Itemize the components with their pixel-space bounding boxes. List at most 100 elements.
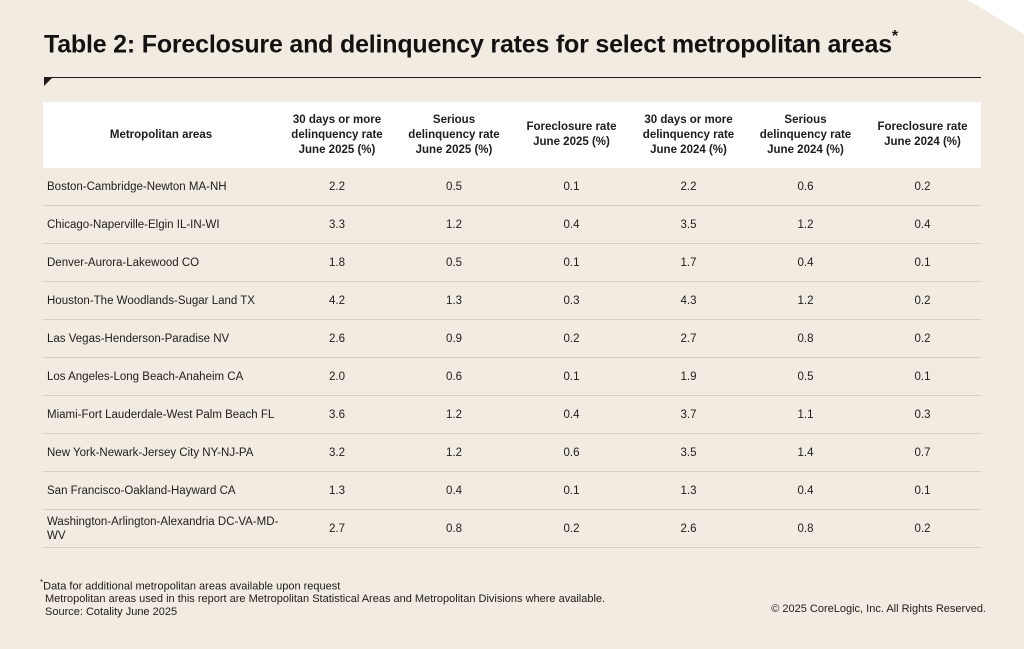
column-header: Serious delinquency rate June 2025 (%) [395, 102, 513, 168]
rate-cell: 3.6 [279, 395, 395, 434]
metro-area-cell: Los Angeles-Long Beach-Anaheim CA [43, 357, 279, 396]
rate-cell: 2.7 [279, 509, 395, 548]
rate-cell: 0.6 [395, 357, 513, 396]
rate-cell: 3.7 [630, 395, 747, 434]
metro-area-cell: Miami-Fort Lauderdale-West Palm Beach FL [43, 395, 279, 434]
column-header: 30 days or more delinquency rate June 20… [279, 102, 395, 168]
table-body: Boston-Cambridge-Newton MA-NH 2.2 0.5 0.1 2.… [43, 168, 981, 548]
rate-cell: 0.6 [513, 433, 630, 472]
rate-cell: 0.8 [747, 509, 864, 548]
metro-area-cell: San Francisco-Oakland-Hayward CA [43, 471, 279, 510]
rate-cell: 3.3 [279, 205, 395, 244]
rate-cell: 2.2 [630, 168, 747, 206]
column-header: Metropolitan areas [43, 102, 279, 168]
metro-area-cell: New York-Newark-Jersey City NY-NJ-PA [43, 433, 279, 472]
rate-cell: 0.1 [513, 357, 630, 396]
rate-cell: 0.1 [864, 471, 981, 510]
rate-cell: 0.1 [864, 243, 981, 282]
rate-cell: 3.2 [279, 433, 395, 472]
rate-cell: 0.3 [864, 395, 981, 434]
title-footnote-marker: * [891, 28, 898, 45]
table-row: Washington-Arlington-Alexandria DC-VA-MD… [43, 509, 981, 548]
rate-cell: 0.2 [864, 509, 981, 548]
rate-cell: 0.1 [513, 168, 630, 206]
rate-cell: 0.2 [864, 168, 981, 206]
metro-area-cell: Houston-The Woodlands-Sugar Land TX [43, 281, 279, 320]
footnote-source: Source: Cotality June 2025 [45, 605, 178, 618]
rate-cell: 1.3 [630, 471, 747, 510]
rate-cell: 0.6 [747, 168, 864, 206]
rate-cell: 0.2 [864, 281, 981, 320]
page-corner-decoration [968, 0, 1024, 34]
metro-area-cell: Las Vegas-Henderson-Paradise NV [43, 319, 279, 358]
column-header: Foreclosure rate June 2024 (%) [864, 102, 981, 168]
rate-cell: 1.2 [747, 281, 864, 320]
rate-cell: 4.3 [630, 281, 747, 320]
page-title: Table 2: Foreclosure and delinquency rat… [44, 28, 898, 59]
rate-cell: 1.2 [395, 205, 513, 244]
rate-cell: 0.4 [513, 395, 630, 434]
data-table-container: Metropolitan areas 30 days or more delinq… [43, 102, 981, 548]
rate-cell: 1.9 [630, 357, 747, 396]
rate-cell: 1.7 [630, 243, 747, 282]
rate-cell: 0.3 [513, 281, 630, 320]
rate-cell: 2.2 [279, 168, 395, 206]
copyright-notice: © 2025 CoreLogic, Inc. All Rights Reserv… [771, 603, 986, 615]
rate-cell: 0.4 [864, 205, 981, 244]
rate-cell: 0.4 [747, 243, 864, 282]
rate-cell: 0.5 [395, 168, 513, 206]
rate-cell: 2.7 [630, 319, 747, 358]
rate-cell: 0.9 [395, 319, 513, 358]
rate-cell: 2.6 [279, 319, 395, 358]
header-row: Metropolitan areas 30 days or more delinq… [43, 102, 981, 168]
table-header: Metropolitan areas 30 days or more delinq… [43, 102, 981, 168]
rate-cell: 2.0 [279, 357, 395, 396]
rate-cell: 0.5 [747, 357, 864, 396]
rate-cell: 3.5 [630, 433, 747, 472]
divider-corner-marker [44, 77, 53, 86]
metro-area-cell: Denver-Aurora-Lakewood CO [43, 243, 279, 282]
metro-rates-table: Metropolitan areas 30 days or more delinq… [43, 102, 981, 548]
table-row: Los Angeles-Long Beach-Anaheim CA 2.0 0.6 0… [43, 357, 981, 396]
rate-cell: 0.4 [513, 205, 630, 244]
rate-cell: 1.3 [279, 471, 395, 510]
title-divider [44, 77, 981, 78]
rate-cell: 0.4 [747, 471, 864, 510]
rate-cell: 2.6 [630, 509, 747, 548]
rate-cell: 1.2 [395, 433, 513, 472]
rate-cell: 1.8 [279, 243, 395, 282]
rate-cell: 0.5 [395, 243, 513, 282]
rate-cell: 0.1 [513, 243, 630, 282]
table-row: Las Vegas-Henderson-Paradise NV 2.6 0.9 0.2… [43, 319, 981, 358]
rate-cell: 0.8 [747, 319, 864, 358]
table-row: Denver-Aurora-Lakewood CO 1.8 0.5 0.1 1.7 0.4… [43, 243, 981, 282]
rate-cell: 0.4 [395, 471, 513, 510]
table-row: Miami-Fort Lauderdale-West Palm Beach FL… [43, 395, 981, 434]
table-row: Chicago-Naperville-Elgin IL-IN-WI 3.3 1.2 0… [43, 205, 981, 244]
column-header: Serious delinquency rate June 2024 (%) [747, 102, 864, 168]
metro-area-cell: Chicago-Naperville-Elgin IL-IN-WI [43, 205, 279, 244]
table-row: New York-Newark-Jersey City NY-NJ-PA 3.2 1… [43, 433, 981, 472]
rate-cell: 0.2 [513, 319, 630, 358]
footnote-availability: *Data for additional metropolitan areas … [40, 578, 341, 593]
footnote-definitions: Metropolitan areas used in this report a… [45, 593, 606, 606]
table-row: San Francisco-Oakland-Hayward CA 1.3 0.4 0.… [43, 471, 981, 510]
metro-area-cell: Washington-Arlington-Alexandria DC-VA-MD… [43, 509, 279, 548]
table-row: Boston-Cambridge-Newton MA-NH 2.2 0.5 0.1 2.… [43, 168, 981, 206]
rate-cell: 1.4 [747, 433, 864, 472]
rate-cell: 0.2 [864, 319, 981, 358]
rate-cell: 0.1 [864, 357, 981, 396]
column-header: Foreclosure rate June 2025 (%) [513, 102, 630, 168]
rate-cell: 4.2 [279, 281, 395, 320]
column-header: 30 days or more delinquency rate June 20… [630, 102, 747, 168]
rate-cell: 1.2 [395, 395, 513, 434]
rate-cell: 0.2 [513, 509, 630, 548]
footnotes: *Data for additional metropolitan areas … [40, 577, 605, 618]
rate-cell: 0.1 [513, 471, 630, 510]
rate-cell: 0.8 [395, 509, 513, 548]
rate-cell: 3.5 [630, 205, 747, 244]
rate-cell: 1.1 [747, 395, 864, 434]
table-row: Houston-The Woodlands-Sugar Land TX 4.2 1.… [43, 281, 981, 320]
rate-cell: 1.2 [747, 205, 864, 244]
rate-cell: 1.3 [395, 281, 513, 320]
